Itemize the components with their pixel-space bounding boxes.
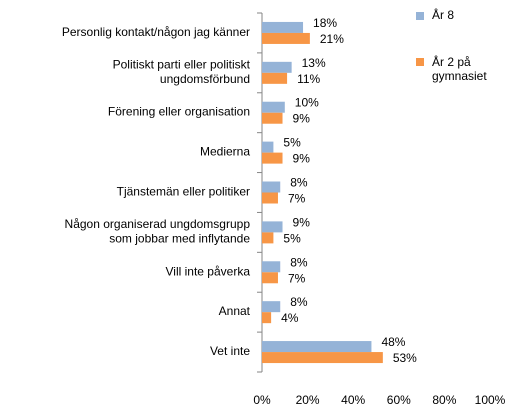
value-label: 13%: [302, 56, 326, 70]
y-tick-label: Vill inte påverka: [166, 264, 251, 278]
y-tick-label: Vet inte: [210, 344, 250, 358]
bar: [262, 181, 281, 193]
value-label: 21%: [320, 32, 344, 46]
bar: [262, 101, 285, 113]
legend-swatch: [416, 12, 424, 20]
legend-swatch: [416, 58, 424, 66]
x-tick-label: 40%: [341, 393, 365, 407]
bar: [262, 152, 283, 164]
y-tick-label: Medierna: [200, 145, 250, 159]
legend-label: År 2 på gymnasiet: [432, 54, 487, 83]
value-label: 5%: [283, 136, 301, 150]
value-label: 4%: [281, 311, 299, 325]
legend-label: År 8: [432, 7, 454, 22]
y-tick-label: Personlig kontakt/någon jag känner: [62, 25, 250, 39]
value-label: 5%: [283, 232, 301, 246]
value-label: 9%: [293, 152, 311, 166]
bar: [262, 32, 310, 44]
x-tick-label: 0%: [253, 393, 271, 407]
value-label: 7%: [288, 192, 306, 206]
bar: [262, 72, 288, 84]
x-tick-label: 20%: [296, 393, 320, 407]
value-label: 7%: [288, 271, 306, 285]
bar: [262, 301, 281, 313]
bar: [262, 61, 292, 73]
y-tick-label: Annat: [219, 304, 251, 318]
x-tick-label: 80%: [432, 393, 456, 407]
y-tick-label: Förening eller organisation: [108, 105, 250, 119]
bar: [262, 272, 278, 284]
bar: [262, 192, 278, 204]
bar: [262, 232, 274, 244]
y-tick-label: Politiskt parti eller politiskt ungdomsfö…: [113, 58, 251, 86]
value-label: 18%: [313, 16, 337, 30]
x-tick-label: 60%: [387, 393, 411, 407]
bar: [262, 352, 383, 364]
value-label: 48%: [381, 335, 405, 349]
x-tick-label: 100%: [475, 393, 506, 407]
bar: [262, 221, 283, 233]
value-label: 9%: [293, 216, 311, 230]
bar: [262, 141, 274, 153]
value-label: 9%: [293, 112, 311, 126]
value-label: 10%: [295, 96, 319, 110]
bar: [262, 112, 283, 124]
bar: [262, 341, 372, 353]
value-label: 8%: [290, 255, 308, 269]
y-tick-label: Någon organiserad ungdomsgrupp som jobbar…: [65, 217, 251, 245]
value-label: 8%: [290, 176, 308, 190]
value-label: 11%: [297, 72, 320, 86]
value-label: 8%: [290, 295, 308, 309]
y-tick-label: Tjänstemän eller politiker: [117, 185, 250, 199]
value-label: 53%: [393, 351, 417, 365]
bar: [262, 312, 272, 324]
bar: [262, 21, 304, 33]
bar: [262, 261, 281, 273]
